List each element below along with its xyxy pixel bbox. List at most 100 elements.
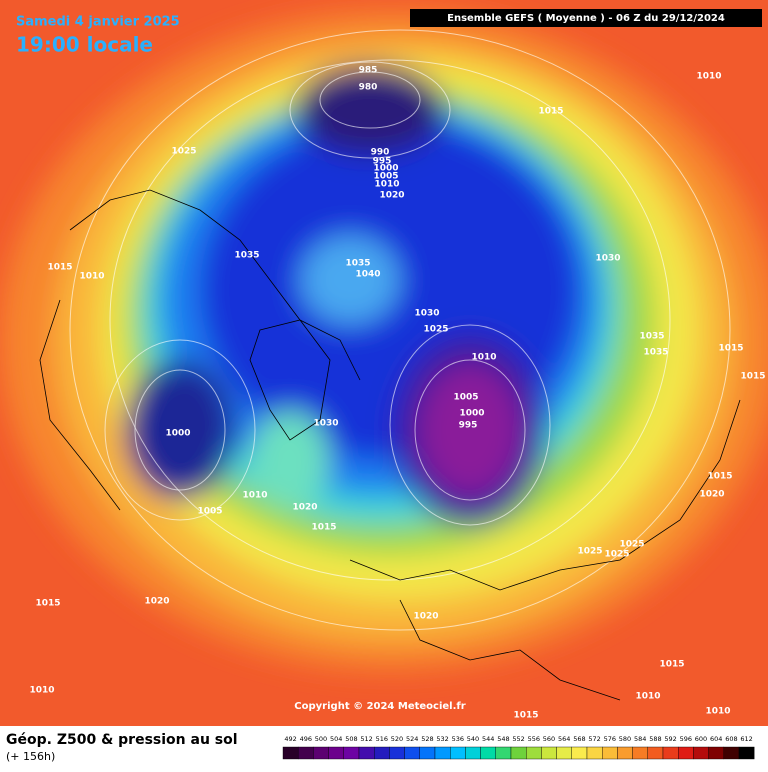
colorbar-cell xyxy=(738,746,755,760)
isobar-label: 1015 xyxy=(513,711,538,721)
colorbar-label: 536 xyxy=(452,735,464,743)
isobar-label: 980 xyxy=(359,83,378,93)
colorbar-cell xyxy=(328,746,345,760)
colorbar-cell xyxy=(693,746,709,760)
colorbar-cell xyxy=(343,746,360,760)
colorbar-cell xyxy=(678,746,694,760)
colorbar-cell xyxy=(556,746,572,760)
isobar-label: 1020 xyxy=(292,503,317,513)
colorbar-label: 556 xyxy=(528,735,540,743)
isobar-label: 990 xyxy=(371,148,390,158)
colorbar-label: 584 xyxy=(634,735,646,743)
isobar-label: 1015 xyxy=(718,344,743,354)
colorbar-cell xyxy=(404,746,421,760)
isobar-label: 1015 xyxy=(538,107,563,117)
isobar-label: 1025 xyxy=(577,547,602,557)
colorbar-cell xyxy=(723,746,740,760)
colorbar: 492 496 500 504 508 512 516 520 524 528 532 536 540 5… xyxy=(282,735,755,760)
isobar-label: 1030 xyxy=(595,254,620,264)
colorbar-cell xyxy=(662,746,679,760)
colorbar-cell xyxy=(480,746,497,760)
colorbar-label: 564 xyxy=(558,735,570,743)
colorbar-cell xyxy=(298,746,314,760)
colorbar-label: 492 xyxy=(284,735,296,743)
colorbar-cell xyxy=(450,746,466,760)
colorbar-cell xyxy=(708,746,724,760)
colorbar-cell xyxy=(647,746,664,760)
colorbar-cell xyxy=(434,746,451,760)
colorbar-cell xyxy=(586,746,603,760)
isobar-label: 1010 xyxy=(635,692,660,702)
isobar-label: 1005 xyxy=(453,393,478,403)
isobar-label: 1010 xyxy=(242,491,267,501)
date-label: Samedi 4 janvier 2025 xyxy=(16,15,180,30)
colorbar-label: 580 xyxy=(619,735,631,743)
isobar-label: 1020 xyxy=(699,490,724,500)
colorbar-label: 568 xyxy=(573,735,585,743)
model-box xyxy=(410,9,762,27)
isobar-label: 1010 xyxy=(29,686,54,696)
colorbar-cell xyxy=(510,746,527,760)
colorbar-label: 524 xyxy=(406,735,418,743)
colorbar-label: 572 xyxy=(588,735,600,743)
colorbar-label: 608 xyxy=(725,735,737,743)
colorbar-label: 592 xyxy=(664,735,676,743)
isobar-label: 1010 xyxy=(374,180,399,190)
colorbar-label: 552 xyxy=(512,735,524,743)
isobar-label: 1015 xyxy=(311,523,336,533)
isobar-label: 1025 xyxy=(423,325,448,335)
isobar-label: 1030 xyxy=(313,419,338,429)
colorbar-cell xyxy=(495,746,512,760)
colorbar-cell xyxy=(526,746,542,760)
isobar-label: 1015 xyxy=(47,263,72,273)
colorbar-label: 520 xyxy=(391,735,403,743)
isobar-label: 1010 xyxy=(696,72,721,82)
isobar-label: 1035 xyxy=(345,259,370,269)
colorbar-cell xyxy=(541,746,557,760)
isobar-label: 1010 xyxy=(79,272,104,282)
colorbar-label: 576 xyxy=(604,735,616,743)
map-field xyxy=(0,0,768,726)
isobar-label: 1020 xyxy=(379,191,404,201)
colorbar-cell xyxy=(358,746,375,760)
isobar-label: 1035 xyxy=(234,251,259,261)
isobar-label: 1005 xyxy=(373,172,398,182)
isobar-label: 1015 xyxy=(707,472,732,482)
colorbar-cell xyxy=(571,746,588,760)
isobar-label: 1035 xyxy=(643,348,668,358)
colorbar-cell xyxy=(617,746,633,760)
isobar-label: 985 xyxy=(359,66,378,76)
colorbar-cell xyxy=(419,746,436,760)
isobar-label: 1025 xyxy=(171,147,196,157)
colorbar-cell xyxy=(602,746,618,760)
colorbar-cell xyxy=(389,746,405,760)
colorbar-label: 588 xyxy=(649,735,661,743)
colorbar-label: 560 xyxy=(543,735,555,743)
colorbar-label: 528 xyxy=(421,735,433,743)
colorbar-cell xyxy=(282,746,299,760)
isobar-label: 995 xyxy=(459,421,478,431)
isobar-label: 1010 xyxy=(705,707,730,717)
isobar-label: 1015 xyxy=(659,660,684,670)
isobar-label: 1020 xyxy=(413,612,438,622)
colorbar-label: 612 xyxy=(740,735,752,743)
colorbar-label: 504 xyxy=(330,735,342,743)
isobar-label: 1035 xyxy=(639,332,664,342)
colorbar-label: 548 xyxy=(497,735,509,743)
colorbar-label: 496 xyxy=(300,735,312,743)
isobar-label: 1000 xyxy=(459,409,484,419)
isobar-label: 995 xyxy=(373,157,392,167)
isobar-label: 1025 xyxy=(619,540,644,550)
colorbar-label: 512 xyxy=(360,735,372,743)
colorbar-cell xyxy=(313,746,329,760)
time-label: 19:00 locale xyxy=(16,33,153,57)
isobar-label: 1005 xyxy=(197,507,222,517)
isobar-label: 1015 xyxy=(740,372,765,382)
isobar-label: 1000 xyxy=(373,164,398,174)
isobar-label: 1025 xyxy=(604,550,629,560)
footer-lead: (+ 156h) xyxy=(6,750,55,763)
colorbar-label: 508 xyxy=(345,735,357,743)
colorbar-label: 540 xyxy=(467,735,479,743)
colorbar-label: 500 xyxy=(315,735,327,743)
